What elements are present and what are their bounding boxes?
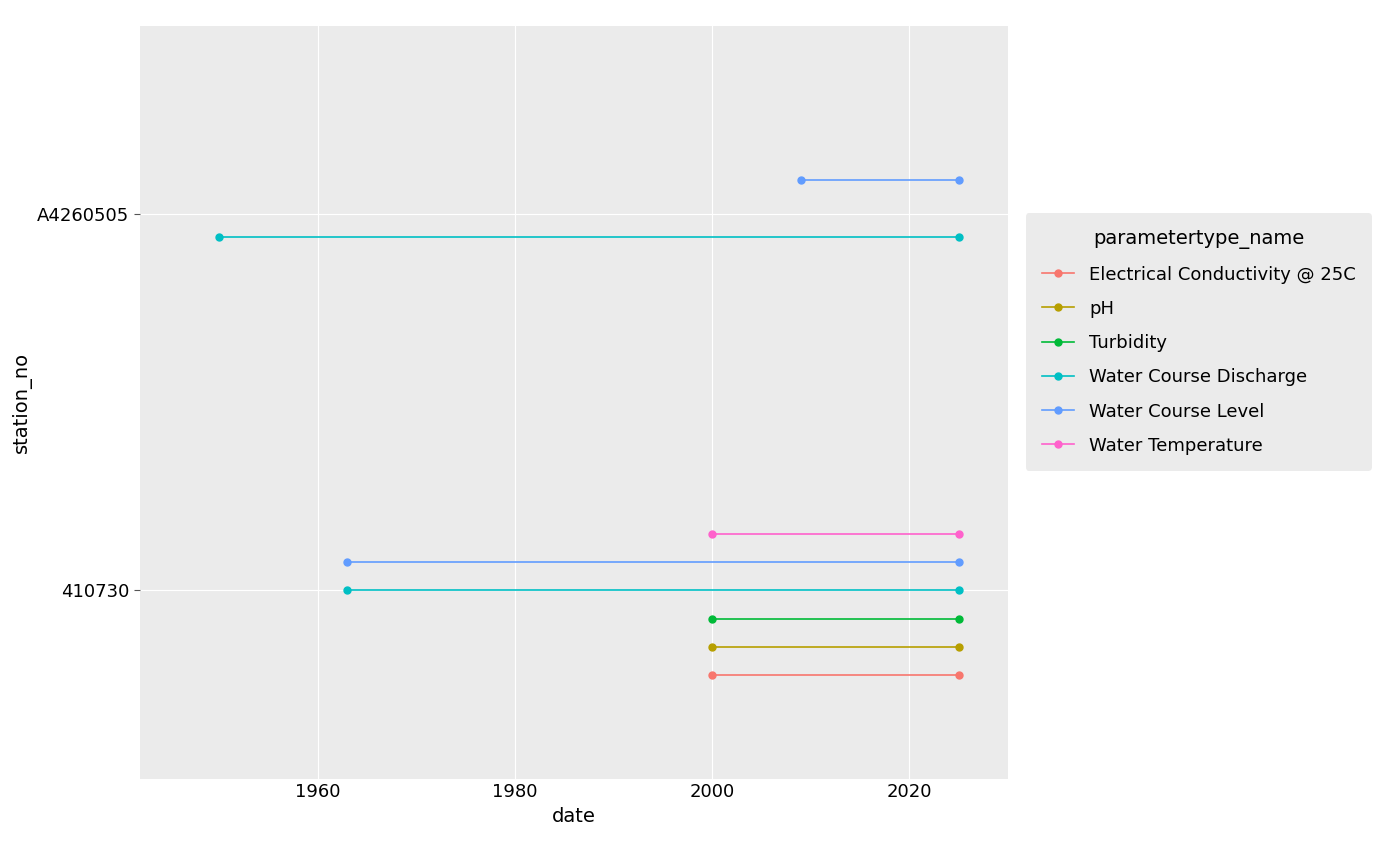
Y-axis label: station_no: station_no: [11, 352, 32, 452]
X-axis label: date: date: [552, 807, 596, 826]
Legend: Electrical Conductivity @ 25C, pH, Turbidity, Water Course Discharge, Water Cour: Electrical Conductivity @ 25C, pH, Turbi…: [1026, 213, 1372, 471]
